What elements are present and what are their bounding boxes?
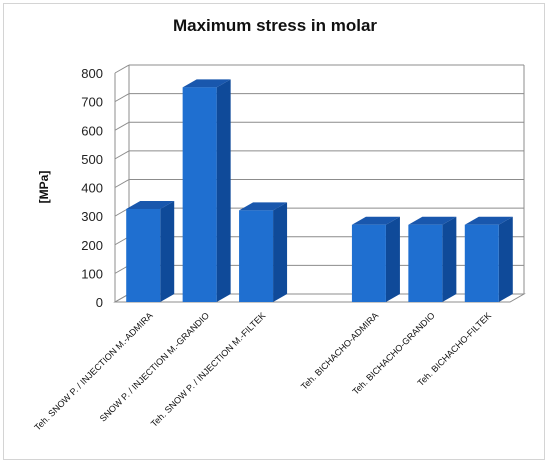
y-tick-label: 700 xyxy=(81,95,103,110)
y-tick-label: 800 xyxy=(81,66,103,81)
bar-side xyxy=(160,200,175,302)
bar xyxy=(182,87,217,302)
bar xyxy=(464,224,499,302)
bar-side xyxy=(442,216,457,302)
bar-top xyxy=(182,79,231,88)
bar-side xyxy=(216,79,231,302)
x-category-label: SNOW P. / INJECTION M.-GRANDIO xyxy=(98,310,211,423)
gridline-depth xyxy=(114,179,130,188)
bar xyxy=(408,224,443,302)
bar xyxy=(126,208,161,302)
y-tick-label: 0 xyxy=(96,295,103,310)
gridline-depth xyxy=(114,64,130,74)
gridline-depth xyxy=(114,150,130,160)
y-tick-label: 400 xyxy=(81,181,103,196)
gridline-depth xyxy=(114,93,130,103)
gridline-depth xyxy=(114,121,130,131)
x-category-label: Teh. SNOW P. / INJECTION M.-ADMIRA xyxy=(32,310,154,432)
bar-top xyxy=(408,216,457,225)
y-tick-label: 100 xyxy=(81,266,103,281)
bar-top xyxy=(239,202,288,211)
bar-top xyxy=(351,216,400,225)
plot-floor xyxy=(113,293,526,303)
chart-title: Maximum stress in molar xyxy=(172,16,378,35)
bar-top xyxy=(126,200,175,209)
bar xyxy=(351,224,386,302)
bar-side xyxy=(273,202,288,302)
x-category-label: Teh. SNOW P. / INJECTION M.-FILTEK xyxy=(149,310,268,429)
y-tick-label: 300 xyxy=(81,209,103,224)
bar-side xyxy=(385,216,400,302)
bar-top xyxy=(464,216,513,225)
y-tick-label: 200 xyxy=(81,238,103,253)
y-tick-label: 600 xyxy=(81,123,103,138)
bar-side xyxy=(498,216,513,302)
bar xyxy=(239,210,274,302)
y-tick-label: 500 xyxy=(81,152,103,167)
